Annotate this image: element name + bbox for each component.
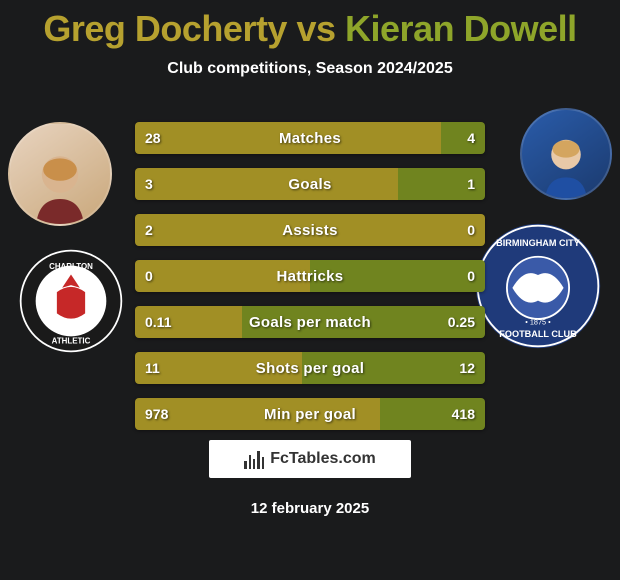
svg-text:• 1875 •: • 1875 • bbox=[525, 317, 551, 326]
stat-bar-left bbox=[135, 260, 310, 292]
stat-bar-left bbox=[135, 122, 441, 154]
club-crest-icon: CHARLTON ATHLETIC bbox=[18, 248, 124, 354]
stat-bar-right bbox=[302, 352, 485, 384]
comparison-subtitle: Club competitions, Season 2024/2025 bbox=[0, 60, 620, 78]
comparison-date: 12 february 2025 bbox=[0, 500, 620, 517]
stat-row: Shots per goal1112 bbox=[135, 352, 485, 384]
svg-text:ATHLETIC: ATHLETIC bbox=[52, 336, 91, 345]
club-crest-icon: BIRMINGHAM CITY FOOTBALL CLUB • 1875 • bbox=[474, 222, 602, 350]
svg-text:BIRMINGHAM CITY: BIRMINGHAM CITY bbox=[496, 238, 580, 248]
stat-row: Min per goal978418 bbox=[135, 398, 485, 430]
stat-bar-right bbox=[310, 260, 485, 292]
site-name: FcTables.com bbox=[270, 450, 376, 468]
person-icon bbox=[25, 150, 95, 226]
title-player1: Greg Docherty bbox=[43, 8, 287, 49]
stat-bar-right bbox=[398, 168, 486, 200]
stat-bar-right bbox=[380, 398, 485, 430]
svg-text:CHARLTON: CHARLTON bbox=[49, 262, 93, 271]
title-vs: vs bbox=[296, 8, 345, 49]
person-icon bbox=[535, 133, 597, 200]
stat-bar-left bbox=[135, 306, 242, 338]
stat-row: Hattricks00 bbox=[135, 260, 485, 292]
svg-text:FOOTBALL CLUB: FOOTBALL CLUB bbox=[499, 329, 577, 339]
stat-row: Matches284 bbox=[135, 122, 485, 154]
player2-club-badge: BIRMINGHAM CITY FOOTBALL CLUB • 1875 • bbox=[474, 222, 602, 350]
site-attribution: FcTables.com bbox=[209, 440, 411, 478]
stat-bar-right bbox=[242, 306, 485, 338]
title-player2: Kieran Dowell bbox=[345, 8, 577, 49]
comparison-title: Greg Docherty vs Kieran Dowell bbox=[0, 0, 620, 50]
stat-bar-left bbox=[135, 352, 302, 384]
bar-chart-icon bbox=[244, 449, 264, 469]
stats-comparison-chart: Matches284 Goals31 Assists20 Hattricks00 Goa… bbox=[135, 122, 485, 444]
stat-bar-right bbox=[441, 122, 485, 154]
player1-club-badge: CHARLTON ATHLETIC bbox=[18, 248, 124, 354]
player1-avatar bbox=[8, 122, 112, 226]
stat-bar-left bbox=[135, 398, 380, 430]
stat-row: Goals per match0.110.25 bbox=[135, 306, 485, 338]
stat-row: Assists20 bbox=[135, 214, 485, 246]
stat-bar-left bbox=[135, 214, 485, 246]
player2-avatar bbox=[520, 108, 612, 200]
stat-row: Goals31 bbox=[135, 168, 485, 200]
stat-bar-left bbox=[135, 168, 398, 200]
